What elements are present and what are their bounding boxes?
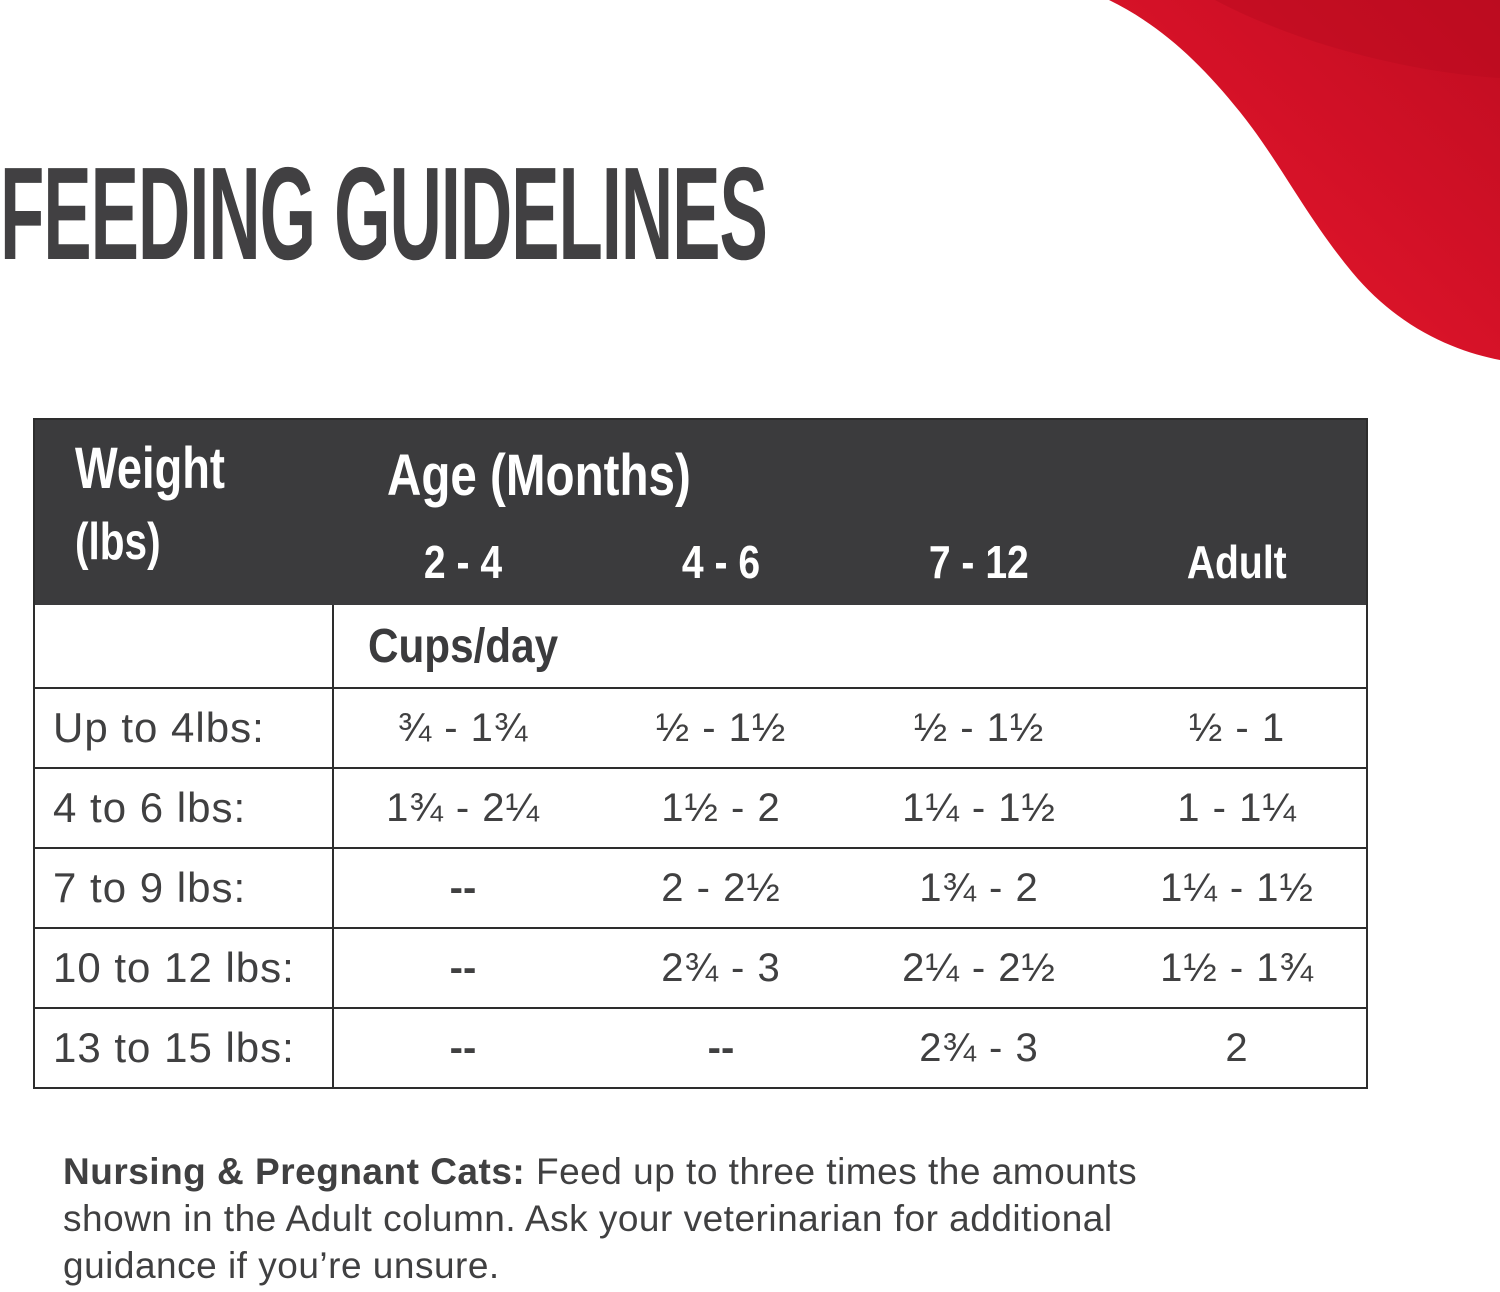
weight-range-cell: Up to 4lbs: [35, 689, 334, 767]
cups-value-cell: 1¾ - 2¼ [386, 785, 540, 830]
weight-range-cell: 4 to 6 lbs: [35, 769, 334, 847]
table-header: Weight (lbs) Age (Months) 2 - 4 4 - 6 7 … [35, 420, 1366, 605]
cups-value-cell: ½ - 1½ [655, 705, 787, 750]
weight-units-label: (lbs) [75, 513, 161, 571]
red-corner-swoosh [1109, 0, 1500, 360]
weight-header-label: Weight [75, 436, 225, 501]
weight-range-cell: 13 to 15 lbs: [35, 1009, 334, 1087]
age-header-label: Age (Months) [387, 443, 691, 508]
cups-value-cell: 2 [1225, 1025, 1249, 1070]
cups-value-cell: 1¾ - 2 [919, 865, 1039, 910]
age-column-label: 7 - 12 [928, 536, 1029, 588]
cups-value-cell: 2¾ - 3 [919, 1025, 1039, 1070]
weight-range-cell: 10 to 12 lbs: [35, 929, 334, 1007]
cups-value-cell: 2 - 2½ [661, 865, 781, 910]
units-cell: Cups/day [334, 605, 592, 687]
cups-value-cell: -- [449, 1025, 477, 1070]
age-column-7-12: 7 - 12 [850, 535, 1108, 605]
weight-range-cell: 7 to 9 lbs: [35, 849, 334, 927]
age-column-labels: 2 - 4 4 - 6 7 - 12 Adult [334, 535, 1366, 605]
cups-value-cell: 1¼ - 1½ [1160, 865, 1314, 910]
cups-value-cell: 1½ - 1¾ [1160, 945, 1314, 990]
cups-value-cell: ¾ - 1¾ [397, 705, 529, 750]
cups-value-cell: 2¼ - 2½ [902, 945, 1056, 990]
feeding-guidelines-table: Weight (lbs) Age (Months) 2 - 4 4 - 6 7 … [33, 418, 1368, 1089]
table-row: 13 to 15 lbs: -- -- 2¾ - 3 2 [35, 1007, 1366, 1087]
age-column-label: Adult [1187, 536, 1287, 588]
note-bold-label: Nursing & Pregnant Cats: [63, 1151, 526, 1192]
cups-value-cell: -- [449, 945, 477, 990]
age-column-2-4: 2 - 4 [334, 535, 592, 605]
table-row: Up to 4lbs: ¾ - 1¾ ½ - 1½ ½ - 1½ ½ - 1 [35, 687, 1366, 767]
units-label: Cups/day [367, 619, 559, 673]
cups-value-cell: 2¾ - 3 [661, 945, 781, 990]
nursing-pregnant-note: Nursing & Pregnant Cats: Feed up to thre… [63, 1148, 1393, 1289]
cups-value-cell: 1½ - 2 [661, 785, 781, 830]
weight-column-header: Weight (lbs) [35, 420, 1366, 571]
cups-value-cell: ½ - 1 [1188, 705, 1286, 750]
cups-value-cell: 1¼ - 1½ [902, 785, 1056, 830]
note-line-1-rest: Feed up to three times the amounts [525, 1151, 1138, 1192]
note-line-3: guidance if you’re unsure. [63, 1245, 500, 1286]
table-row: 10 to 12 lbs: -- 2¾ - 3 2¼ - 2½ 1½ - 1¾ [35, 927, 1366, 1007]
units-row-empty-cell [35, 605, 334, 687]
note-line-1: Nursing & Pregnant Cats: Feed up to thre… [63, 1148, 1393, 1195]
note-line-2: shown in the Adult column. Ask your vete… [63, 1198, 1113, 1239]
cups-value-cell: ½ - 1½ [913, 705, 1045, 750]
table-row: 4 to 6 lbs: 1¾ - 2¼ 1½ - 2 1¼ - 1½ 1 - 1… [35, 767, 1366, 847]
table-row: 7 to 9 lbs: -- 2 - 2½ 1¾ - 2 1¼ - 1½ [35, 847, 1366, 927]
age-column-label: 2 - 4 [423, 536, 503, 588]
age-column-adult: Adult [1108, 535, 1366, 605]
age-column-label: 4 - 6 [681, 536, 761, 588]
page-title: FEEDING GUIDELINES [0, 140, 768, 287]
cups-value-cell: -- [707, 1025, 735, 1070]
cups-value-cell: -- [449, 865, 477, 910]
age-column-4-6: 4 - 6 [592, 535, 850, 605]
cups-value-cell: 1 - 1¼ [1177, 785, 1297, 830]
units-row: Cups/day [35, 605, 1366, 687]
